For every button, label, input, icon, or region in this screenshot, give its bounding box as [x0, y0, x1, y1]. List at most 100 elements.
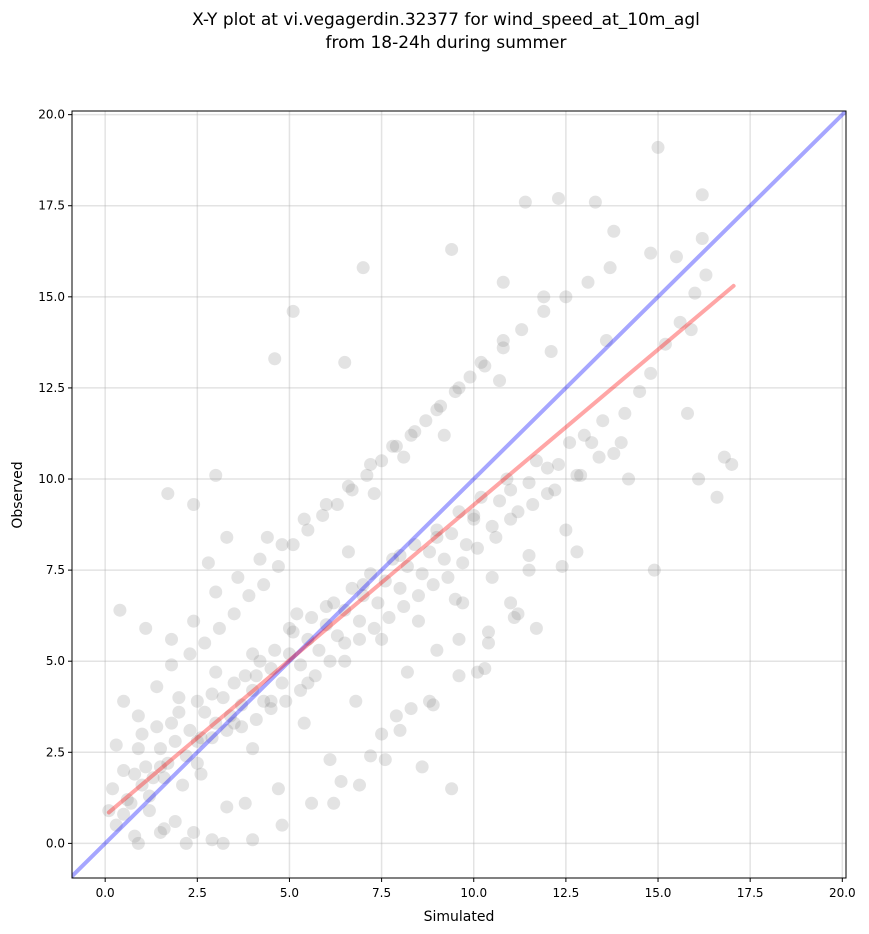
regression-line	[106, 283, 736, 815]
scatter-point	[445, 242, 459, 256]
scatter-point	[411, 589, 425, 603]
scatter-point	[187, 498, 201, 512]
scatter-point	[599, 334, 613, 348]
y-tick-label: 0.0	[46, 836, 65, 850]
scatter-point	[323, 753, 337, 767]
scatter-point	[658, 337, 672, 351]
identity-line	[72, 111, 846, 878]
scatter-point	[552, 457, 566, 471]
scatter-point	[559, 290, 573, 304]
scatter-point	[187, 825, 201, 839]
scatter-point	[563, 436, 577, 450]
scatter-point	[131, 709, 145, 723]
scatter-point	[246, 742, 260, 756]
scatter-point	[633, 385, 647, 399]
scatter-point	[644, 366, 658, 380]
scatter-point	[271, 559, 285, 573]
scatter-point	[142, 804, 156, 818]
scatter-point	[216, 836, 230, 850]
scatter-point	[157, 771, 171, 785]
scatter-point	[349, 694, 363, 708]
scatter-point	[330, 629, 344, 643]
y-tick-label: 20.0	[38, 108, 65, 122]
scatter-point	[327, 796, 341, 810]
scatter-point	[338, 654, 352, 668]
scatter-point	[529, 454, 543, 468]
scatter-point	[352, 778, 366, 792]
scatter-point	[393, 549, 407, 563]
scatter-point	[419, 414, 433, 428]
scatter-point	[493, 374, 507, 388]
scatter-point	[364, 567, 378, 581]
scatter-point	[397, 450, 411, 464]
scatter-point	[238, 796, 252, 810]
scatter-point	[570, 545, 584, 559]
scatter-point	[540, 461, 554, 475]
scatter-point	[493, 494, 507, 508]
scatter-point	[117, 764, 131, 778]
scatter-point	[279, 694, 293, 708]
scatter-point	[212, 621, 226, 635]
scatter-point	[198, 636, 212, 650]
scatter-point	[651, 140, 665, 154]
scatter-point	[275, 676, 289, 690]
scatter-point	[316, 508, 330, 522]
scatter-point	[153, 825, 167, 839]
scatter-point	[209, 585, 223, 599]
scatter-point	[257, 694, 271, 708]
y-tick-label: 12.5	[38, 381, 65, 395]
scatter-point	[297, 512, 311, 526]
scatter-point	[168, 815, 182, 829]
scatter-point	[607, 224, 621, 238]
scatter-point	[312, 643, 326, 657]
scatter-point	[496, 341, 510, 355]
scatter-point	[102, 804, 116, 818]
scatter-point	[282, 647, 296, 661]
x-tick-label: 5.0	[280, 886, 299, 900]
scatter-point	[172, 691, 186, 705]
scatter-point	[268, 643, 282, 657]
scatter-point	[470, 541, 484, 555]
scatter-point	[139, 621, 153, 635]
scatter-point	[485, 570, 499, 584]
scatter-point	[179, 749, 193, 763]
scatter-point	[220, 723, 234, 737]
scatter-point	[157, 822, 171, 836]
scatter-point	[596, 414, 610, 428]
scatter-point	[286, 538, 300, 552]
scatter-point	[323, 654, 337, 668]
scatter-point	[581, 275, 595, 289]
scatter-point	[179, 836, 193, 850]
scatter-point	[478, 359, 492, 373]
scatter-point	[205, 687, 219, 701]
scatter-point	[695, 188, 709, 202]
scatter-point	[128, 829, 142, 843]
scatter-point	[338, 355, 352, 369]
scatter-point	[408, 425, 422, 439]
scatter-point	[375, 632, 389, 646]
scatter-point	[109, 818, 123, 832]
scatter-point	[190, 694, 204, 708]
scatter-point	[301, 632, 315, 646]
scatter-point	[117, 807, 131, 821]
scatter-point	[135, 778, 149, 792]
scatter-point	[338, 636, 352, 650]
scatter-point	[507, 610, 521, 624]
scatter-point	[275, 818, 289, 832]
scatter-point	[448, 385, 462, 399]
scatter-point	[548, 483, 562, 497]
grid-lines	[72, 111, 846, 878]
x-tick-label: 0.0	[96, 886, 115, 900]
scatter-point	[478, 661, 492, 675]
scatter-point	[150, 680, 164, 694]
scatter-point	[301, 523, 315, 537]
scatter-point	[481, 636, 495, 650]
scatter-point	[146, 771, 160, 785]
scatter-point	[352, 614, 366, 628]
scatter-point	[430, 523, 444, 537]
scatter-point	[537, 290, 551, 304]
x-axis-ticks: 0.0 2.5 5.0 7.5 10.0 12.5 15.0 17.5 20.0	[96, 878, 856, 900]
scatter-point	[607, 447, 621, 461]
scatter-point	[526, 498, 540, 512]
scatter-point	[231, 570, 245, 584]
